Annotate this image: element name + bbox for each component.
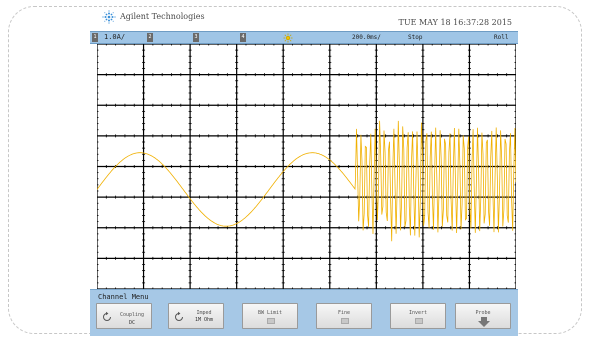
- invert-label: Invert: [408, 310, 428, 316]
- fine-softkey[interactable]: Fine: [316, 303, 372, 329]
- impedance-value: 1M Ohm: [194, 317, 214, 323]
- channel-4-indicator[interactable]: 4: [240, 33, 246, 42]
- checkbox-icon: [267, 318, 275, 324]
- rotate-knob-icon: [175, 311, 183, 321]
- checkbox-icon: [415, 318, 423, 324]
- fine-label: Fine: [337, 310, 351, 316]
- acquisition-mode[interactable]: Roll: [494, 34, 509, 41]
- run-state[interactable]: Stop: [408, 34, 423, 41]
- timebase-readout[interactable]: 200.0ms/: [352, 34, 381, 41]
- arrow-down-icon: [478, 317, 490, 327]
- waveform-display[interactable]: [97, 44, 516, 289]
- sun-icon: [283, 33, 293, 43]
- bw-limit-label: BW Limit: [257, 310, 283, 316]
- coupling-value: DC: [128, 320, 136, 326]
- probe-softkey[interactable]: Probe: [455, 303, 511, 329]
- channel-1-waveform: [97, 120, 516, 242]
- channel-1-scale[interactable]: 1.0A/: [104, 33, 126, 41]
- bw-limit-softkey[interactable]: BW Limit: [242, 303, 298, 329]
- impedance-label: Imped: [196, 310, 212, 316]
- checkbox-icon: [341, 318, 349, 324]
- channel-1-indicator[interactable]: 1: [92, 33, 98, 42]
- probe-label: Probe: [475, 310, 491, 316]
- agilent-logo-icon: [102, 10, 116, 24]
- channel-3-indicator[interactable]: 3: [193, 33, 199, 42]
- channel-2-indicator[interactable]: 2: [147, 33, 153, 42]
- coupling-softkey[interactable]: Coupling DC: [96, 303, 152, 329]
- impedance-softkey[interactable]: Imped 1M Ohm: [168, 303, 224, 329]
- graticule: [97, 44, 516, 289]
- channel-menu: Channel Menu Coupling DC Imped 1M Ohm BW…: [90, 289, 518, 336]
- menu-title: Channel Menu: [98, 293, 149, 301]
- invert-softkey[interactable]: Invert: [390, 303, 446, 329]
- datetime-readout: TUE MAY 18 16:37:28 2015: [398, 18, 512, 27]
- coupling-label: Coupling: [119, 312, 145, 318]
- header: Agilent Technologies TUE MAY 18 16:37:28…: [90, 8, 518, 30]
- status-bar: 1 1.0A/ 2 3 4 200.0ms/ Stop Roll: [90, 31, 518, 44]
- brand-name: Agilent Technologies: [120, 12, 205, 21]
- rotate-knob-icon: [103, 311, 111, 321]
